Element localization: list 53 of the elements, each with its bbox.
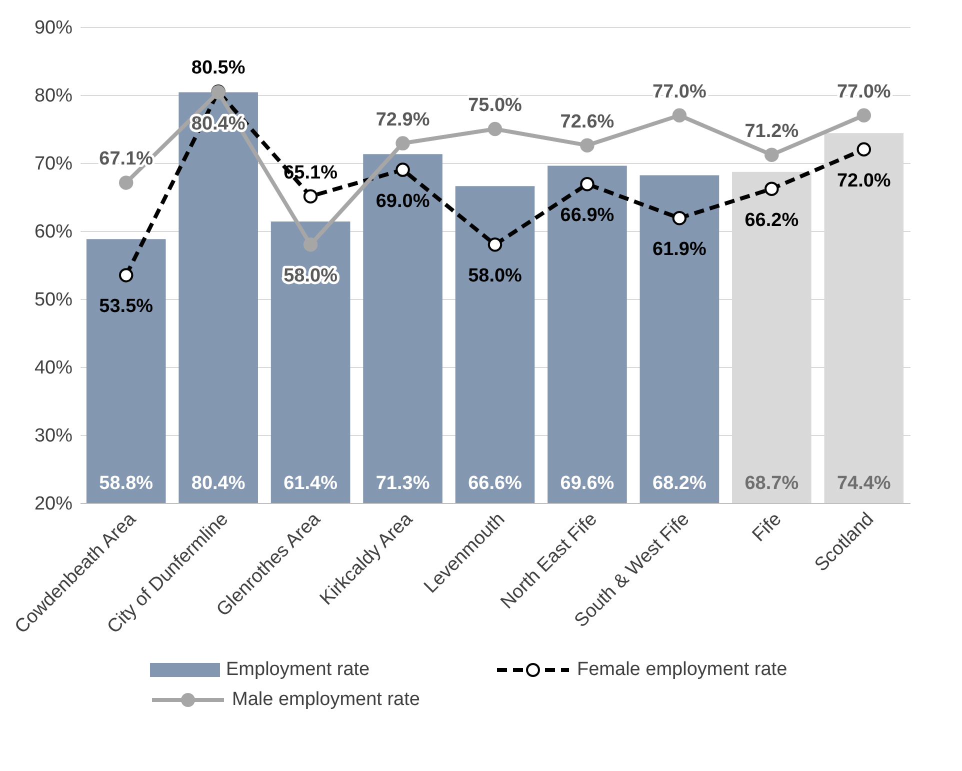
- data-label: 61.9%: [652, 239, 706, 260]
- data-label: 67.1%: [99, 148, 154, 170]
- data-label: 77.0%: [652, 81, 706, 102]
- point: [764, 182, 779, 196]
- data-label: 66.9%: [560, 205, 614, 226]
- data-label: 80.4%: [191, 473, 246, 494]
- legend-label: Employment rate: [226, 659, 370, 681]
- point: [396, 162, 410, 177]
- point: [118, 176, 134, 190]
- data-label: 72.6%: [560, 111, 614, 132]
- point: [856, 108, 872, 123]
- data-label: 66.6%: [468, 473, 522, 494]
- data-label: 77.0%: [836, 81, 891, 102]
- point: [303, 237, 318, 252]
- y-tick-label: 30%: [34, 426, 73, 446]
- data-label: 58.0%: [468, 266, 522, 287]
- point: [488, 237, 502, 252]
- point: [303, 189, 318, 204]
- data-label: 72.0%: [836, 170, 891, 192]
- y-tick-label: 50%: [34, 290, 73, 310]
- data-label: 53.5%: [99, 296, 154, 318]
- point: [580, 138, 594, 152]
- point: [488, 122, 502, 136]
- data-label: 71.2%: [744, 120, 799, 142]
- data-label: 69.0%: [376, 190, 430, 212]
- point: [672, 108, 687, 123]
- y-tick-label: 80%: [34, 86, 73, 106]
- data-label: 71.3%: [376, 473, 430, 494]
- point: [118, 268, 134, 282]
- x-tick-label: Fife: [748, 508, 786, 546]
- data-label: 58.8%: [99, 473, 154, 494]
- data-label: 68.7%: [744, 473, 799, 494]
- y-tick-label: 70%: [34, 154, 73, 174]
- data-label: 72.9%: [376, 109, 430, 130]
- legend-label: Male employment rate: [232, 689, 420, 711]
- data-label: 74.4%: [836, 473, 891, 494]
- data-label: 75.0%: [468, 95, 522, 116]
- y-tick-label: 60%: [34, 222, 73, 242]
- data-label: 69.6%: [560, 473, 614, 494]
- point: [580, 176, 594, 192]
- point: [856, 142, 872, 157]
- data-label: 58.0%: [284, 266, 338, 287]
- y-tick-label: 90%: [34, 18, 73, 38]
- point: [396, 136, 410, 150]
- point: [764, 148, 779, 162]
- y-tick-label: 20%: [34, 494, 73, 514]
- y-tick-label: 40%: [34, 358, 73, 378]
- data-label: 66.2%: [744, 210, 799, 231]
- data-label: 80.5%: [191, 58, 246, 79]
- point: [672, 210, 687, 226]
- data-label: 61.4%: [284, 473, 338, 494]
- data-label: 68.2%: [652, 473, 706, 494]
- legend-label: Female employment rate: [577, 659, 788, 681]
